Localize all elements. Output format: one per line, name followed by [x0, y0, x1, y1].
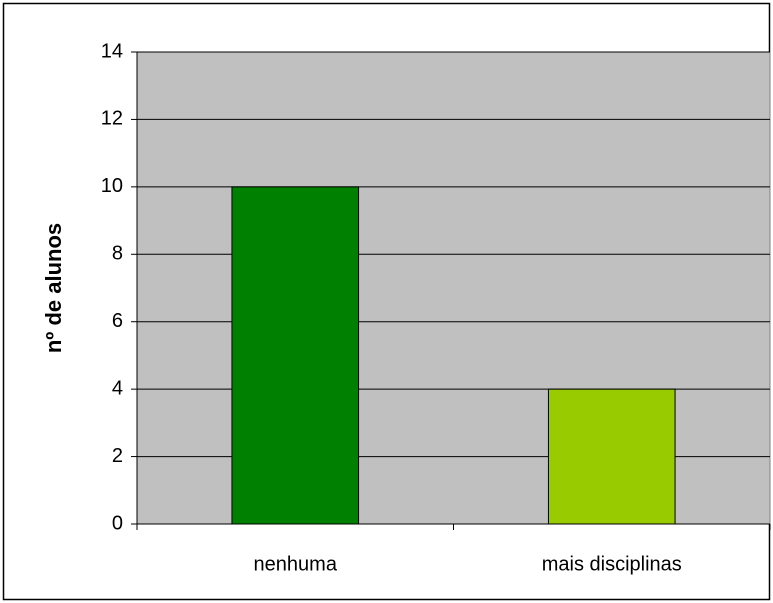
bar [547, 388, 676, 525]
y-tick-label: 14 [101, 40, 123, 62]
y-tick-label: 8 [112, 243, 123, 265]
y-tick-label: 2 [112, 445, 123, 467]
y-tick-label: 0 [112, 512, 123, 534]
y-tick-label: 12 [101, 108, 123, 130]
x-tick-label: nenhuma [254, 553, 338, 575]
x-tick-label: mais disciplinas [542, 553, 682, 575]
y-axis-label: nº de alunos [41, 223, 66, 353]
y-tick-label: 4 [112, 377, 123, 399]
bar [231, 186, 360, 525]
y-tick-label: 10 [101, 175, 123, 197]
y-tick-label: 6 [112, 310, 123, 332]
